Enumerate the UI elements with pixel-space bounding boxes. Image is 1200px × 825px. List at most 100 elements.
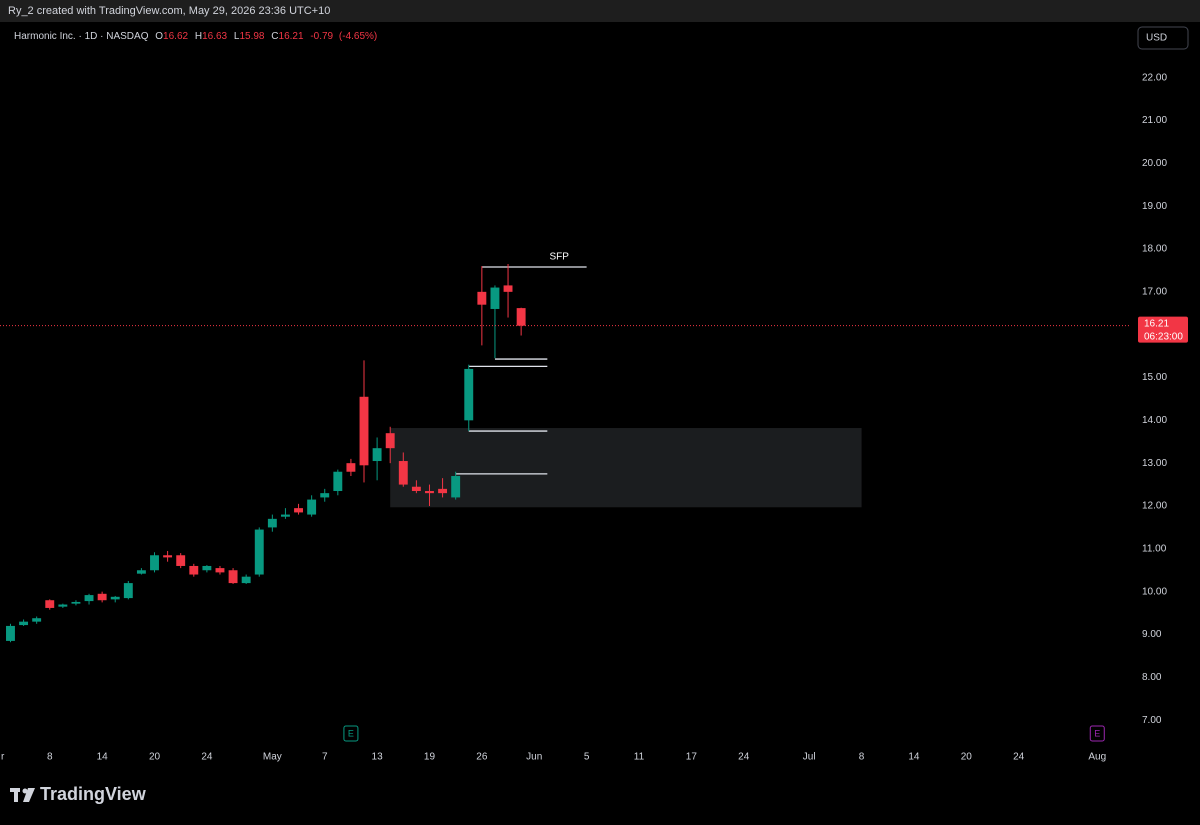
x-tick-label: 24	[738, 752, 750, 763]
candle-body	[45, 600, 55, 608]
candle-body	[385, 433, 395, 449]
x-tick-label: Jul	[803, 752, 816, 763]
candle-body	[294, 508, 303, 513]
brand-logo	[10, 788, 35, 802]
y-tick-label: 7.00	[1142, 715, 1162, 726]
x-tick-label: Aug	[1088, 752, 1106, 763]
x-tick-label: 11	[634, 752, 645, 763]
candle-body	[32, 618, 42, 622]
x-tick-label: 26	[476, 752, 488, 763]
x-tick-label: 14	[97, 752, 109, 763]
footer	[0, 772, 1200, 820]
x-tick-label: 5	[584, 752, 590, 763]
candle-body	[241, 576, 251, 584]
x-tick-label: 8	[47, 752, 53, 763]
candle-body	[163, 555, 173, 558]
candle-body	[215, 568, 225, 573]
brand: TradingView	[40, 784, 147, 804]
symbol: Harmonic Inc. · 1D · NASDAQ	[14, 31, 149, 42]
candle-body	[267, 518, 277, 528]
countdown: 06:23:00	[1144, 331, 1183, 342]
x-tick-label: 24	[1013, 752, 1025, 763]
candle-body	[320, 493, 330, 498]
level-label: SFP	[550, 252, 570, 263]
candle-body	[333, 471, 343, 492]
x-tick-label: Jun	[526, 752, 542, 763]
earnings-marker	[1089, 725, 1105, 742]
ohlc-key: C	[271, 31, 278, 42]
candle-body	[84, 595, 94, 602]
candle-body	[372, 448, 382, 462]
candle-body	[516, 308, 526, 326]
y-tick-label: 11.00	[1142, 543, 1167, 554]
candle-body	[280, 514, 290, 517]
x-tick-label: 17	[686, 752, 698, 763]
candle-body	[411, 486, 421, 492]
candle-body	[136, 570, 146, 574]
top-bar	[0, 0, 1200, 22]
candle-body	[477, 291, 487, 305]
logo-part	[23, 788, 35, 802]
plot-area: 7.00 8.00 9.00 10.00 11.00 12.00 13.00 14.00 15.…	[0, 29, 1188, 763]
x-tick-label: 7	[322, 752, 328, 763]
ohlc-value: 16.63	[202, 31, 227, 42]
candle-body	[176, 555, 186, 566]
ohlc-value: 15.98	[239, 31, 264, 42]
y-tick-label: 15.00	[1142, 372, 1167, 383]
y-tick-label: 12.00	[1142, 501, 1167, 512]
earnings-marker	[343, 725, 359, 742]
x-tick-label: May	[263, 752, 282, 763]
candle-body	[71, 601, 81, 604]
last-price-label: 16.21	[1144, 318, 1169, 329]
y-tick-label: 21.00	[1142, 115, 1167, 126]
candle-body	[254, 529, 264, 575]
x-tick-label: 19	[424, 752, 436, 763]
symbol-header: Harmonic Inc. · 1D · NASDAQ O16.62 H16.6…	[14, 31, 377, 42]
x-tick-label: 14	[908, 752, 920, 763]
earnings-label: E	[348, 728, 354, 738]
y-tick-label: 22.00	[1142, 72, 1167, 83]
candle-body	[464, 368, 474, 421]
credit: Ry_2 created with TradingView.com, May 2…	[8, 5, 330, 17]
currency[interactable]: USD	[1146, 33, 1167, 44]
candle-body	[110, 596, 120, 600]
y-tick-label: 18.00	[1142, 244, 1167, 255]
candle-body	[346, 463, 356, 472]
candle-body	[150, 555, 159, 571]
candle-body	[97, 593, 107, 601]
candle-body	[451, 476, 461, 498]
y-tick-label: 9.00	[1142, 629, 1162, 640]
earnings-label: E	[1094, 728, 1100, 738]
currency-button[interactable]	[1137, 26, 1189, 50]
y-tick-label: 19.00	[1142, 201, 1167, 212]
candle-body	[359, 396, 369, 466]
zone-box	[390, 428, 862, 508]
ohlc-key: O	[155, 31, 163, 42]
candle-body	[189, 565, 199, 575]
ohlc-value: 16.62	[163, 31, 188, 42]
candle-body	[438, 488, 448, 494]
candle-body	[19, 621, 29, 626]
x-tick-label: 13	[372, 752, 384, 763]
x-tick-label: 20	[149, 752, 161, 763]
change-pct: (-4.65%)	[339, 31, 377, 42]
candle-body	[490, 287, 500, 309]
candle-body	[202, 565, 212, 571]
candle-body	[398, 461, 408, 485]
ohlc-key: L	[234, 31, 240, 42]
candle-body	[58, 604, 68, 607]
ohlc-value: 16.21	[279, 31, 304, 42]
y-tick-label: 8.00	[1142, 672, 1162, 683]
x-tick-label: r	[1, 752, 5, 763]
logo-part	[14, 788, 18, 802]
x-tick-label: 20	[961, 752, 973, 763]
y-tick-label: 10.00	[1142, 586, 1167, 597]
candle-body	[6, 625, 15, 641]
y-tick-label: 14.00	[1142, 415, 1167, 426]
y-tick-label: 20.00	[1142, 158, 1167, 169]
x-tick-label: 8	[859, 752, 865, 763]
x-tick-label: 24	[201, 752, 213, 763]
